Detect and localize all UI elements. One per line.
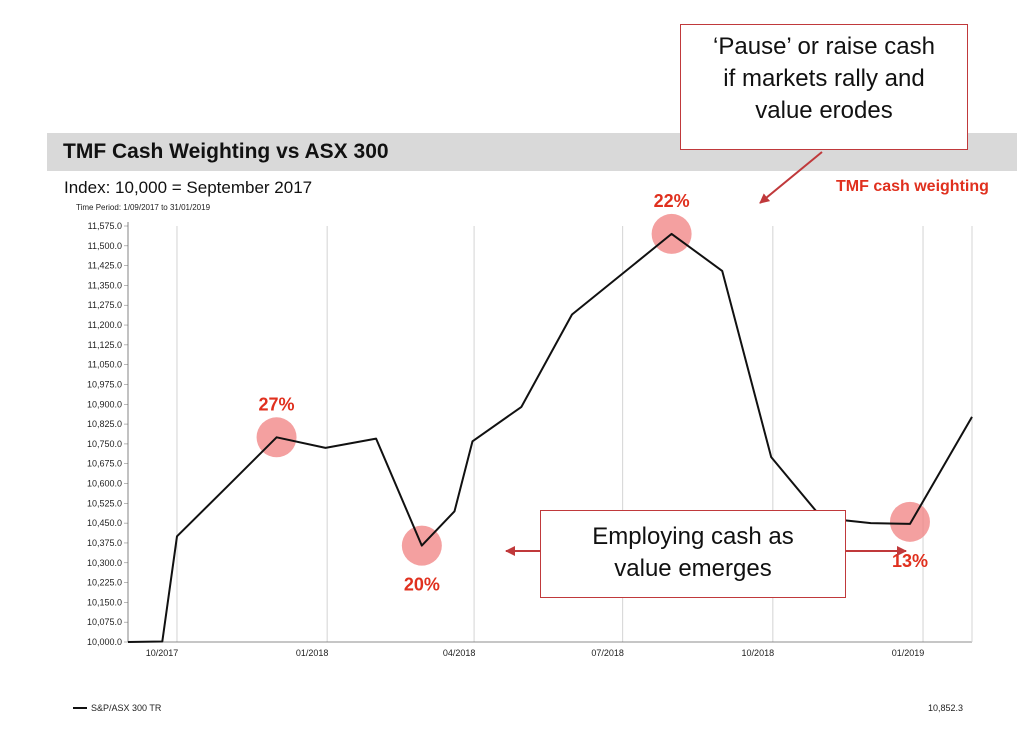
y-tick-label: 10,075.0 [87, 617, 122, 627]
x-tick-label: 10/2018 [742, 648, 775, 658]
y-tick-label: 11,200.0 [88, 320, 122, 330]
cash-weighting-label: 13% [892, 551, 928, 571]
callout-employing-cash: Employing cash as value emerges [540, 510, 846, 598]
x-tick-label: 07/2018 [591, 648, 624, 658]
cash-weighting-label: TMF cash weighting [836, 178, 989, 195]
legend-series-name: S&P/ASX 300 TR [91, 703, 162, 713]
callout-pause-raise-cash: ‘Pause’ or raise cash if markets rally a… [680, 24, 968, 150]
callout-top-line-2: if markets rally and [723, 65, 925, 92]
y-tick-label: 11,575.0 [88, 221, 122, 231]
callout-top-line-1: ‘Pause’ or raise cash [713, 33, 935, 60]
chart-title: TMF Cash Weighting vs ASX 300 [63, 140, 389, 163]
cash-weighting-label: 27% [259, 394, 295, 414]
x-tick-label: 01/2018 [296, 648, 329, 658]
y-tick-label: 11,125.0 [88, 340, 122, 350]
y-tick-label: 10,450.0 [87, 518, 122, 528]
y-tick-label: 11,050.0 [88, 360, 122, 370]
y-tick-label: 10,750.0 [87, 439, 122, 449]
callout-top-line-3: value erodes [755, 97, 893, 124]
y-tick-label: 11,275.0 [88, 300, 122, 310]
legend-line-swatch [73, 707, 87, 709]
y-tick-label: 10,975.0 [87, 379, 122, 389]
y-tick-label: 10,900.0 [87, 399, 122, 409]
series-line-asx300 [127, 232, 973, 643]
x-tick-label: 01/2019 [892, 648, 925, 658]
y-tick-label: 10,600.0 [87, 479, 122, 489]
chart-subtitle: Index: 10,000 = September 2017 [64, 178, 313, 197]
arrow-to-22pct [759, 151, 823, 204]
legend-last-value: 10,852.3 [928, 703, 964, 713]
y-tick-label: 10,525.0 [87, 498, 122, 508]
callout-mid-line-2: value emerges [614, 555, 772, 582]
y-tick-label: 11,425.0 [88, 261, 122, 271]
y-tick-label: 10,825.0 [87, 419, 122, 429]
y-tick-label: 11,350.0 [88, 280, 122, 290]
y-tick-label: 10,225.0 [87, 578, 122, 588]
y-tick-label: 10,300.0 [87, 558, 122, 568]
x-tick-label: 10/2017 [146, 648, 179, 658]
y-tick-label: 10,675.0 [87, 459, 122, 469]
cash-weighting-label: 22% [654, 191, 690, 211]
legend: S&P/ASX 300 TR [73, 703, 161, 713]
y-tick-label: 10,000.0 [87, 637, 122, 647]
y-tick-label: 10,150.0 [87, 597, 122, 607]
cash-weighting-label: 20% [404, 575, 440, 595]
y-tick-label: 10,375.0 [87, 538, 122, 548]
time-period-label: Time Period: 1/09/2017 to 31/01/2019 [76, 203, 211, 212]
annotation-marker [889, 501, 930, 542]
x-tick-label: 04/2018 [443, 648, 476, 658]
callout-mid-line-1: Employing cash as [592, 523, 794, 550]
y-tick-label: 11,500.0 [88, 241, 122, 251]
